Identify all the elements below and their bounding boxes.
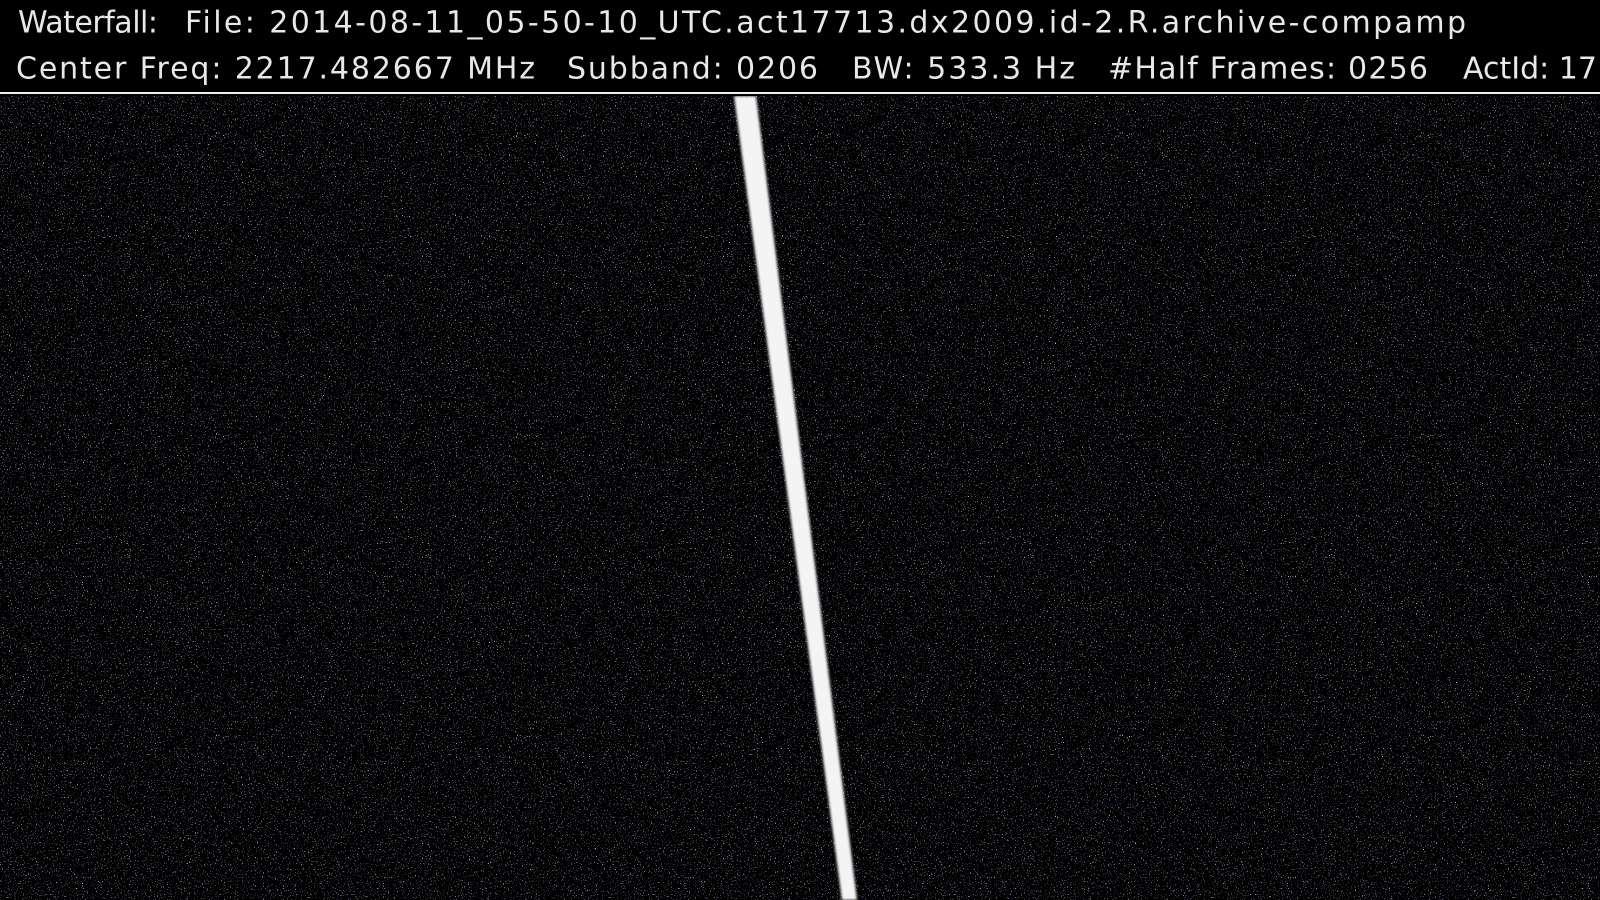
waterfall-plot <box>0 96 1600 900</box>
label-half-frames: #Half Frames: 0256 <box>1108 52 1428 87</box>
label-file: File: 2014-08-11_05-50-10_UTC.act17713.d… <box>185 6 1466 41</box>
label-actid: ActId: 17 <box>1463 52 1597 87</box>
label-bandwidth: BW: 533.3 Hz <box>852 52 1075 87</box>
label-waterfall: Waterfall: <box>18 6 158 41</box>
label-subband: Subband: 0206 <box>567 52 818 87</box>
signal-trace <box>734 96 857 900</box>
